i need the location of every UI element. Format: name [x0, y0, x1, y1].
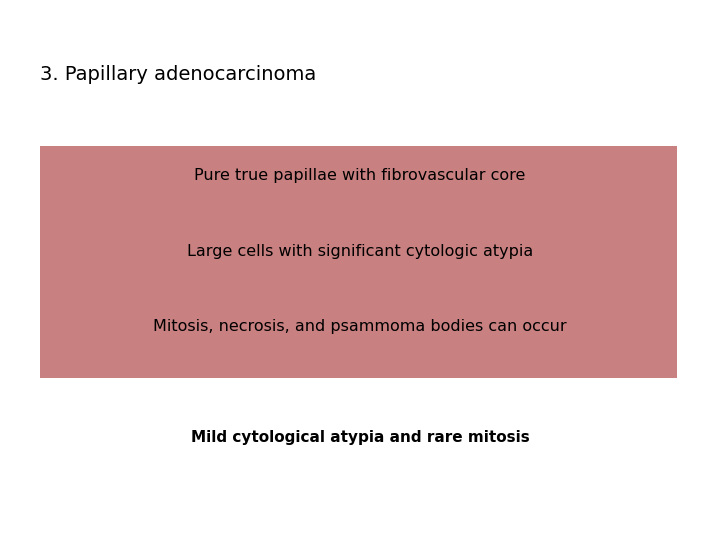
Text: 3. Papillary adenocarcinoma: 3. Papillary adenocarcinoma — [40, 65, 316, 84]
Text: Mild cytological atypia and rare mitosis: Mild cytological atypia and rare mitosis — [191, 430, 529, 445]
Text: Mitosis, necrosis, and psammoma bodies can occur: Mitosis, necrosis, and psammoma bodies c… — [153, 319, 567, 334]
FancyBboxPatch shape — [40, 146, 677, 378]
Text: Pure true papillae with fibrovascular core: Pure true papillae with fibrovascular co… — [194, 168, 526, 183]
Text: Large cells with significant cytologic atypia: Large cells with significant cytologic a… — [187, 244, 533, 259]
